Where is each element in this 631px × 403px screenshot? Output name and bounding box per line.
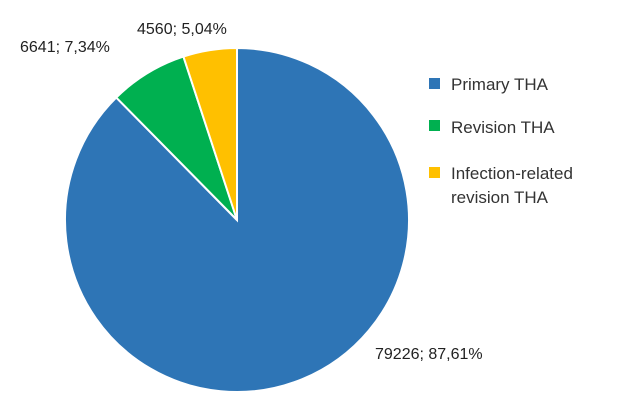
legend-swatch-revision [429,120,440,131]
legend-label-infection-line2: revision THA [451,188,549,207]
pie-slices [64,46,410,393]
pie-slice-infection [182,46,238,221]
slice-label-revision: 6641; 7,34% [20,39,110,56]
slice-label-infection: 4560; 5,04% [137,21,227,38]
legend-label-primary: Primary THA [451,75,549,94]
legend: Primary THA Revision THA Infection-relat… [429,75,573,207]
slice-label-primary: 79226; 87,61% [375,346,483,363]
legend-label-revision: Revision THA [451,118,555,137]
legend-swatch-infection [429,167,440,178]
legend-label-infection-line1: Infection-related [451,164,573,183]
legend-swatch-primary [429,78,440,89]
